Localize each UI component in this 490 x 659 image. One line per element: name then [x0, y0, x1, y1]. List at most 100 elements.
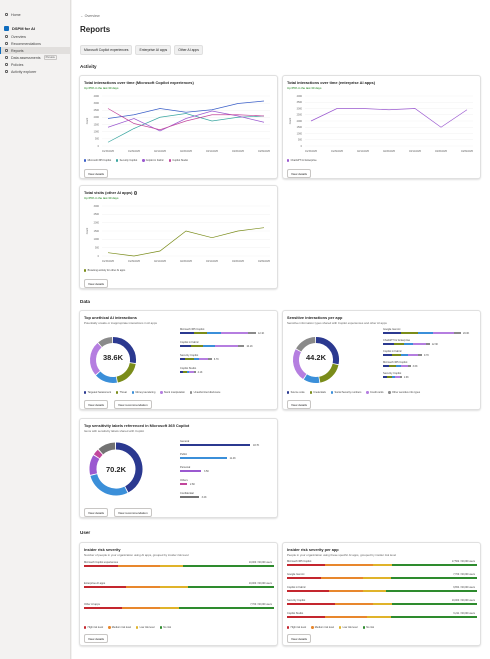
stacked-bar[interactable]	[180, 371, 196, 373]
bar-segment	[183, 371, 187, 373]
pill-copilot-experiences[interactable]: Microsoft Copilot experiences	[80, 45, 133, 55]
y-axis-label: Count	[86, 227, 89, 234]
view-details-button[interactable]: View details	[84, 400, 108, 409]
sidebar-item-overview[interactable]: Overview	[0, 33, 70, 40]
y-tick-label: 2500	[94, 109, 100, 112]
risk-category-label: Microsoft 365 Copilot	[287, 560, 312, 563]
risk-category-label: Other AI apps	[84, 603, 100, 606]
risk-stacked-bar[interactable]	[287, 616, 477, 619]
bar-category-label: Public	[180, 453, 188, 456]
legend-item: Social Security numbers	[330, 391, 361, 394]
x-tick-label: 01/15/2025	[102, 150, 115, 153]
legend-item: Other sensitive info types	[388, 391, 420, 394]
view-details-button[interactable]: View details	[84, 634, 108, 643]
card-subtitle: People in your organization using these …	[287, 552, 396, 557]
donut-slice	[95, 371, 117, 383]
pill-enterprise-ai-apps[interactable]: Enterprise AI apps	[135, 45, 172, 55]
sidebar-item-home[interactable]: Home	[0, 11, 70, 18]
donut-slice	[90, 473, 128, 496]
legend-copilot: Microsoft 365 Copilot Security Copilot C…	[84, 159, 188, 162]
bar-segment	[389, 365, 396, 367]
bar-segment	[383, 343, 394, 345]
bar-value-label: 6.7K	[213, 357, 219, 361]
risk-stacked-bar[interactable]	[287, 590, 477, 593]
bar-segment	[186, 371, 190, 373]
stacked-bar[interactable]	[180, 345, 245, 347]
y-tick-label: 1500	[297, 126, 303, 129]
risk-stacked-bar[interactable]	[84, 607, 274, 610]
home-icon	[5, 13, 8, 16]
sidebar-item-data-assessments[interactable]: Data assessments Preview	[0, 54, 70, 61]
view-details-button[interactable]: View details	[287, 400, 311, 409]
risk-stacked-bar[interactable]	[84, 565, 274, 568]
bar-segment	[383, 365, 390, 367]
view-recommendation-button[interactable]: View recommendation	[114, 508, 152, 517]
legend-item: Credit cards	[366, 391, 383, 394]
legend-item: Source code	[287, 391, 305, 394]
legend-item: High risk level	[287, 626, 306, 629]
stacked-bar[interactable]	[383, 332, 461, 334]
stacked-bar[interactable]	[383, 354, 422, 356]
legend-insider: High risk level Medium risk level Low risk…	[84, 626, 171, 629]
sidebar-item-reports[interactable]: Reports	[0, 47, 70, 54]
donut-labels	[89, 442, 143, 496]
view-details-button[interactable]: View details	[287, 169, 311, 178]
sidebar-item-activity-explorer[interactable]: Activity explorer	[0, 68, 70, 75]
bar[interactable]	[180, 483, 187, 485]
risk-segment	[159, 565, 183, 568]
card-subtitle: Items with sensitivity labels shared wit…	[84, 428, 145, 433]
bar-segment	[395, 376, 400, 378]
risk-value-label: 10,000 / 30,000 users	[248, 582, 272, 585]
sidebar-item-policies[interactable]: Policies	[0, 61, 70, 68]
risk-stacked-bar[interactable]	[287, 564, 477, 567]
bar[interactable]	[180, 444, 250, 446]
preview-badge: Preview	[43, 55, 57, 60]
sidebar-item-recommendations[interactable]: Recommendations	[0, 40, 70, 47]
y-tick-label: 2000	[94, 221, 100, 224]
risk-segment	[84, 586, 126, 589]
bar-segment	[400, 354, 408, 356]
line-chart-enterprise: 4000 3500 3000 2500 2000 1500 1000 500 0 Count 01/…	[289, 95, 474, 153]
x-tick-label: 03/26/2025	[232, 260, 245, 263]
donut-center-value: 38.6K	[102, 353, 123, 362]
y-tick-label: 2500	[297, 114, 303, 117]
risk-segment	[372, 603, 392, 606]
pill-other-ai-apps[interactable]: Other AI apps	[174, 45, 203, 55]
stacked-bar[interactable]	[180, 332, 256, 334]
bar-category-label: Copilot Studio	[180, 367, 197, 370]
bar-segment	[453, 332, 461, 334]
view-details-button[interactable]: View details	[84, 508, 108, 517]
card-title: Top sensitivity labels referenced in Mic…	[84, 423, 190, 428]
view-recommendation-button[interactable]: View recommendation	[114, 400, 152, 409]
sidebar-item-label: Data assessments	[11, 55, 41, 60]
bar-segment	[180, 358, 186, 360]
stacked-bar[interactable]	[383, 365, 411, 367]
stacked-bar[interactable]	[383, 343, 430, 345]
bar-category-label: Copilot in Fabric	[383, 350, 402, 353]
bar-category-label: Microsoft 365 Copilot	[180, 328, 205, 331]
bar[interactable]	[180, 457, 227, 459]
view-details-button[interactable]: View details	[287, 634, 311, 643]
risk-stacked-bar[interactable]	[287, 577, 477, 580]
stacked-bar[interactable]	[383, 376, 402, 378]
info-icon[interactable]: i	[133, 191, 138, 195]
page-title: Reports	[80, 25, 111, 34]
risk-stacked-bar[interactable]	[84, 586, 274, 589]
donut-slice	[115, 442, 143, 493]
card-title: Insider risk severity	[84, 547, 121, 552]
back-link[interactable]: ← Overview	[80, 14, 100, 18]
x-tick-label: 01/29/2025	[128, 150, 141, 153]
view-details-button[interactable]: View details	[84, 279, 108, 288]
bar[interactable]	[180, 470, 201, 472]
risk-stacked-bar[interactable]	[287, 603, 477, 606]
y-tick-label: 2000	[297, 120, 303, 123]
card-title-text: Total visits (other AI apps)	[84, 190, 133, 195]
view-details-button[interactable]: View details	[84, 169, 108, 178]
risk-value-label: 7,700 / 30,000 users	[250, 603, 272, 606]
bar-category-label: Microsoft 365 Copilot	[383, 361, 408, 364]
stacked-bar[interactable]	[180, 358, 212, 360]
bar[interactable]	[180, 496, 199, 498]
risk-segment	[160, 607, 179, 610]
x-tick-label: 03/26/2025	[232, 150, 245, 153]
card-sensitive-interactions: Sensitive interactions per app Sensitive…	[282, 310, 481, 410]
